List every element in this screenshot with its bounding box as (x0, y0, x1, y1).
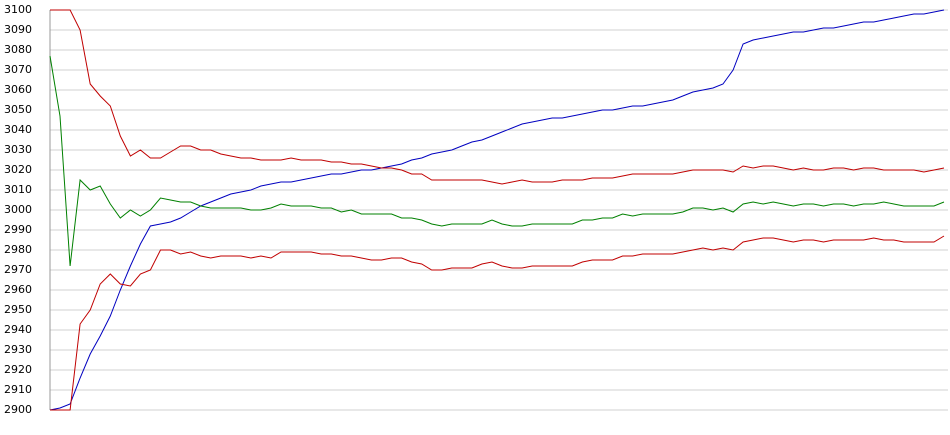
y-tick-label: 3030 (4, 143, 32, 156)
y-tick-label: 2930 (4, 343, 32, 356)
y-tick-label: 2950 (4, 303, 32, 316)
series-line (49, 55, 945, 267)
series-line (50, 235, 945, 411)
y-tick-label: 3010 (4, 183, 32, 196)
y-tick-label: 3060 (4, 83, 32, 96)
y-tick-label: 2980 (4, 243, 32, 256)
y-tick-label: 3070 (4, 63, 32, 76)
y-tick-label: 2960 (4, 283, 32, 296)
y-tick-label: 2920 (4, 363, 32, 376)
y-tick-label: 3100 (4, 3, 32, 16)
y-tick-label: 2970 (4, 263, 32, 276)
y-tick-label: 2990 (4, 223, 32, 236)
y-tick-label: 3090 (4, 23, 32, 36)
y-tick-label: 2910 (4, 383, 32, 396)
y-tick-label: 3000 (4, 203, 32, 216)
y-tick-label: 3080 (4, 43, 32, 56)
series-line (50, 9, 945, 185)
y-tick-label: 2900 (4, 403, 32, 416)
y-tick-label: 3040 (4, 123, 32, 136)
y-tick-label: 3050 (4, 103, 32, 116)
y-tick-label: 2940 (4, 323, 32, 336)
series-line (49, 9, 945, 411)
y-tick-label: 3020 (4, 163, 32, 176)
